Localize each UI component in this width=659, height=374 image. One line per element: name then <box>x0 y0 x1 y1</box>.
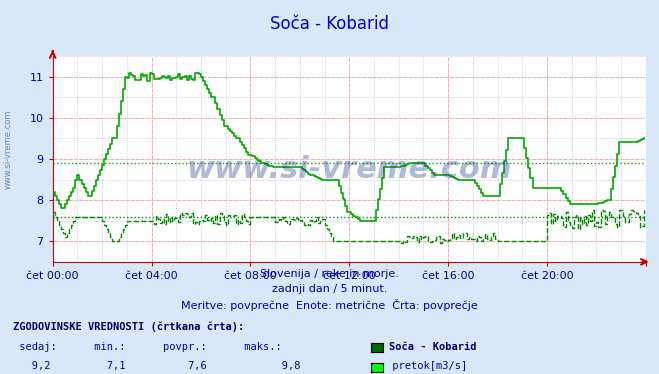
Text: zadnji dan / 5 minut.: zadnji dan / 5 minut. <box>272 284 387 294</box>
Text: pretok[m3/s]: pretok[m3/s] <box>386 361 467 371</box>
Text: www.si-vreme.com: www.si-vreme.com <box>186 155 512 184</box>
Text: Slovenija / reke in morje.: Slovenija / reke in morje. <box>260 269 399 279</box>
Text: ZGODOVINSKE VREDNOSTI (črtkana črta):: ZGODOVINSKE VREDNOSTI (črtkana črta): <box>13 322 244 332</box>
Text: Soča - Kobarid: Soča - Kobarid <box>389 342 476 352</box>
Text: 9,2         7,1          7,6            9,8: 9,2 7,1 7,6 9,8 <box>13 361 301 371</box>
Text: sedaj:      min.:      povpr.:      maks.:: sedaj: min.: povpr.: maks.: <box>13 342 282 352</box>
Text: www.si-vreme.com: www.si-vreme.com <box>3 110 13 189</box>
Text: Meritve: povprečne  Enote: metrične  Črta: povprečje: Meritve: povprečne Enote: metrične Črta:… <box>181 299 478 311</box>
Text: Soča - Kobarid: Soča - Kobarid <box>270 15 389 33</box>
